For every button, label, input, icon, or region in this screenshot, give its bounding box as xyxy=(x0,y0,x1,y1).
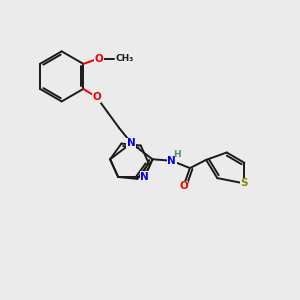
Text: N: N xyxy=(167,156,176,166)
Text: S: S xyxy=(241,178,248,188)
Text: N: N xyxy=(140,172,149,182)
Text: H: H xyxy=(173,150,181,159)
Text: O: O xyxy=(92,92,101,102)
Text: CH₃: CH₃ xyxy=(116,54,134,63)
Text: O: O xyxy=(94,54,103,64)
Text: N: N xyxy=(127,138,136,148)
Text: O: O xyxy=(179,182,188,191)
